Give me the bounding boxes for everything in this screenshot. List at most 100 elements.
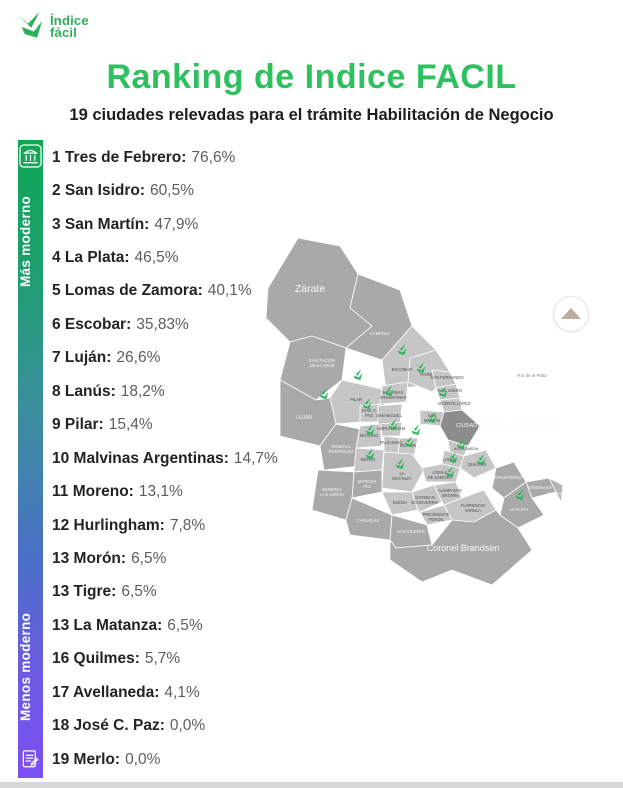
map-region: [383, 435, 401, 455]
indice-facil-bird-marker: [319, 391, 329, 400]
ranking-value: 47,9%: [154, 215, 199, 233]
map-marker: Merlo: [364, 448, 375, 460]
map-region-label: SAN ISIDRO: [438, 388, 463, 393]
page-subtitle: 19 ciudades relevadas para el trámite Ha…: [69, 106, 554, 124]
ranking-city: 13 Morón:: [52, 549, 127, 567]
indice-facil-bird-marker: [364, 424, 374, 431]
ranking-item: 9 Pilar: 15,4%: [52, 409, 278, 442]
indice-facil-bird-marker: [365, 451, 375, 460]
buenos-aires-map: Zárate CAMPANA EXALTACIÓN DE LA CRUZ ESCOBAR…: [258, 228, 567, 588]
map-marker: Lomas de Zamora: [444, 466, 455, 478]
ranking-city: 10 Malvinas Argentinas:: [52, 449, 229, 467]
ranking-item: 3 San Martín: 47,9%: [52, 208, 278, 241]
map-region-label: SAN MIGUEL: [376, 413, 402, 418]
ranking-city: 2 San Isidro:: [52, 182, 146, 200]
ranking-item: 11 Moreno: 13,1%: [52, 475, 278, 508]
ranking-item: 7 Luján: 26,6%: [52, 342, 278, 375]
brand-logo: Índice fácil: [18, 12, 89, 40]
indice-facil-bird-marker: [427, 415, 437, 424]
river-label: Río de la Plata: [517, 373, 547, 378]
ranking-item: 13 Tigre: 6,5%: [52, 576, 278, 609]
map-marker: Escobar: [396, 344, 407, 356]
map-region-label: EXALTACIÓN DE LA CRUZ: [309, 358, 335, 368]
indice-facil-bird-marker: [394, 458, 404, 465]
ranking-item: 12 Hurlingham: 7,8%: [52, 509, 278, 542]
ranking-item: 16 Quilmes: 5,7%: [52, 643, 278, 676]
map-marker: Lanús: [447, 452, 458, 464]
map-marker: Luján: [318, 388, 329, 400]
ranking-value: 5,7%: [144, 650, 181, 668]
ranking-value: 15,4%: [108, 416, 153, 434]
indice-facil-bird-marker: [444, 466, 454, 473]
indice-facil-bird-marker: [396, 344, 406, 351]
map-region-label: JOSÉ C. PAZ: [361, 408, 377, 418]
map-region-label: VICENTE LÓPEZ: [437, 401, 470, 406]
indice-facil-bird-icon: [18, 12, 43, 38]
map-marker: San Martín: [426, 412, 437, 424]
map-region-label: Zárate: [295, 283, 326, 295]
ranking-city: 7 Luján:: [52, 349, 112, 367]
brand-name: Índice fácil: [50, 13, 89, 40]
map-marker: La Plata: [514, 489, 525, 501]
ranking-value: 13,1%: [138, 483, 183, 501]
ranking-value: 14,7%: [233, 449, 278, 467]
indice-facil-bird-marker: [416, 365, 426, 374]
ranking-item: 6 Escobar: 35,83%: [52, 308, 278, 341]
map-region-label: LA PLATA: [510, 507, 529, 512]
indice-facil-bird-marker: [411, 427, 421, 436]
ranking-value: 6,5%: [131, 549, 167, 567]
map-region-label: Coronel Brandsen: [427, 543, 500, 553]
indice-facil-bird-marker: [383, 385, 393, 392]
ranking-city: 19 Merlo:: [52, 750, 121, 768]
ranking-value: 6,5%: [167, 616, 203, 634]
ranking-city: 12 Hurlingham:: [52, 516, 165, 534]
indice-facil-bird-marker: [318, 388, 328, 395]
footer-strip: [0, 782, 623, 788]
map-region-label: TIGRE: [420, 372, 433, 377]
map-region: [355, 423, 383, 449]
ranking-value: 7,8%: [169, 516, 206, 534]
scroll-top-button[interactable]: [553, 296, 589, 332]
map-region-label: MERLO: [361, 457, 377, 462]
page-title: Ranking de Indice FACIL: [106, 58, 517, 96]
map-region: [389, 509, 533, 586]
ranking-value: 18,2%: [120, 382, 165, 400]
ranking-item: 4 La Plata: 46,5%: [52, 241, 278, 274]
indice-facil-bird-marker: [364, 448, 374, 455]
map-marker: Pilar: [352, 369, 363, 381]
modernity-scale-bar: Más moderno Menos moderno: [18, 140, 43, 778]
map-region-label: EZEIZA: [393, 500, 408, 505]
map-region: [421, 463, 461, 483]
map-region-label: ESCOBAR: [392, 367, 412, 372]
ranking-city: 5 Lomas de Zamora:: [52, 282, 203, 300]
indice-facil-bird-marker: [437, 386, 447, 393]
map-marker: Tigre: [415, 362, 426, 374]
map-marker: Morón: [403, 436, 414, 448]
ranking-city: 9 Pilar:: [52, 416, 104, 434]
map-region: [345, 497, 393, 541]
indice-facil-bird-marker: [476, 457, 486, 466]
document-pencil-icon: [18, 747, 43, 773]
map-region: [379, 381, 409, 405]
indice-facil-bird-marker: [388, 422, 398, 431]
ranking-city: 13 La Matanza:: [52, 616, 163, 634]
map-region-label: MORENO: [360, 433, 380, 438]
ranking-item: 18 José C. Paz: 0,0%: [52, 709, 278, 742]
map-marker: Malvinas Argentinas: [383, 385, 394, 397]
ranking-value: 26,6%: [116, 349, 161, 367]
ranking-list: 1 Tres de Febrero: 76,6% 2 San Isidro: 60,5…: [52, 141, 278, 776]
map-region-label: ENSENADA: [528, 485, 552, 490]
map-region-label: SAN VICENTE: [397, 529, 425, 534]
ranking-city: 3 San Martín:: [52, 215, 150, 233]
ranking-value: 35,83%: [136, 315, 189, 333]
ranking-item: 10 Malvinas Argentinas: 14,7%: [52, 442, 278, 475]
indice-facil-bird-marker: [365, 427, 375, 436]
indice-facil-bird-marker: [404, 439, 414, 448]
ranking-city: 11 Moreno:: [52, 483, 134, 501]
map-marker: Moreno: [364, 424, 375, 436]
map-region-label: LOMAS DE ZAMORA: [428, 470, 453, 480]
indice-facil-bird-marker: [384, 388, 394, 397]
indice-facil-bird-marker: [397, 347, 407, 356]
ranking-value: 76,6%: [191, 148, 236, 166]
